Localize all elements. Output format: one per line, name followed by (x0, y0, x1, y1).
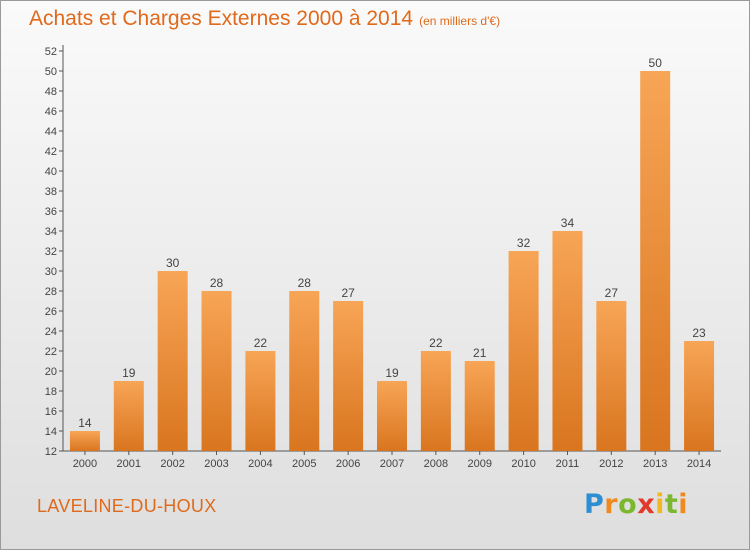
y-tick-label: 28 (45, 286, 57, 298)
y-tick-label: 40 (45, 166, 57, 178)
bar-2002 (157, 271, 188, 451)
bar-value-label: 50 (649, 56, 663, 70)
bar-2003 (201, 291, 232, 451)
bar-value-label: 28 (298, 276, 312, 290)
x-tick-label: 2009 (467, 458, 491, 470)
proxiti-logo: Proxiti (584, 489, 689, 520)
title-main: Achats et Charges Externes 2000 à 2014 (29, 7, 414, 30)
bar-value-label: 14 (78, 416, 92, 430)
bar-2013 (640, 71, 671, 451)
bar-2011 (552, 231, 583, 451)
y-tick-label: 32 (45, 246, 57, 258)
bar-value-label: 32 (517, 236, 531, 250)
bar-value-label: 23 (692, 326, 706, 340)
bar-value-label: 22 (254, 336, 268, 350)
y-tick-label: 36 (45, 206, 57, 218)
y-tick-label: 18 (45, 386, 57, 398)
bar-value-label: 27 (341, 286, 355, 300)
bar-2005 (289, 291, 320, 451)
y-tick-label: 22 (45, 346, 57, 358)
x-tick-label: 2011 (556, 458, 580, 470)
chart-title: Achats et Charges Externes 2000 à 2014 (e… (29, 7, 500, 31)
x-tick-label: 2008 (424, 458, 448, 470)
y-tick-label: 16 (45, 406, 57, 418)
bar-2014 (684, 341, 715, 451)
bar-2008 (420, 351, 451, 451)
title-unit: (en milliers d'€) (419, 14, 501, 28)
bar-value-label: 27 (605, 286, 619, 300)
x-tick-label: 2006 (336, 458, 360, 470)
x-tick-label: 2002 (160, 458, 184, 470)
x-tick-label: 2004 (248, 458, 272, 470)
x-tick-label: 2012 (599, 458, 623, 470)
y-tick-label: 48 (45, 86, 57, 98)
y-tick-label: 20 (45, 366, 57, 378)
bar-value-label: 19 (385, 366, 399, 380)
y-tick-label: 34 (45, 226, 57, 238)
bar-value-label: 22 (429, 336, 443, 350)
bar-2004 (245, 351, 276, 451)
y-tick-label: 50 (45, 66, 57, 78)
x-tick-label: 2003 (204, 458, 228, 470)
bar-value-label: 19 (122, 366, 136, 380)
town-name: LAVELINE-DU-HOUX (37, 496, 217, 516)
x-axis: 2000 2001 2002 2003 2004 2005 2006 2007 2008 2009… (63, 450, 721, 470)
bar-2006 (333, 301, 364, 451)
y-tick-label: 24 (45, 326, 57, 338)
y-tick-label: 46 (45, 106, 57, 118)
y-tick-label: 38 (45, 186, 57, 198)
x-tick-label: 2010 (511, 458, 535, 470)
bar-value-label: 30 (166, 256, 180, 270)
x-tick-label: 2001 (117, 458, 141, 470)
y-tick-label: 26 (45, 306, 57, 318)
y-tick-label: 44 (45, 126, 57, 138)
bar-2009 (464, 361, 495, 451)
x-tick-label: 2013 (643, 458, 667, 470)
y-tick-label: 52 (45, 46, 57, 58)
bar-value-label: 34 (561, 216, 575, 230)
x-tick-label: 2000 (73, 458, 97, 470)
y-tick-label: 12 (45, 446, 57, 458)
y-axis: 12 14 16 18 20 22 24 26 28 30 32 34 36 38 40 42 44 46 48 50… (45, 45, 64, 458)
x-tick-label: 2007 (380, 458, 404, 470)
bar-value-label: 21 (473, 346, 487, 360)
bar-2001 (113, 381, 144, 451)
y-tick-label: 30 (45, 266, 57, 278)
bar-2010 (508, 251, 539, 451)
bar-2007 (377, 381, 407, 451)
y-tick-label: 14 (45, 426, 57, 438)
y-tick-label: 42 (45, 146, 57, 158)
bar-2012 (596, 301, 627, 451)
bar-value-label: 28 (210, 276, 224, 290)
bars: 14 19 30 28 22 28 27 19 22 21 32 34 27 50 23 (69, 56, 715, 451)
x-tick-label: 2005 (292, 458, 316, 470)
bar-2000 (69, 431, 100, 451)
x-tick-label: 2014 (687, 458, 711, 470)
